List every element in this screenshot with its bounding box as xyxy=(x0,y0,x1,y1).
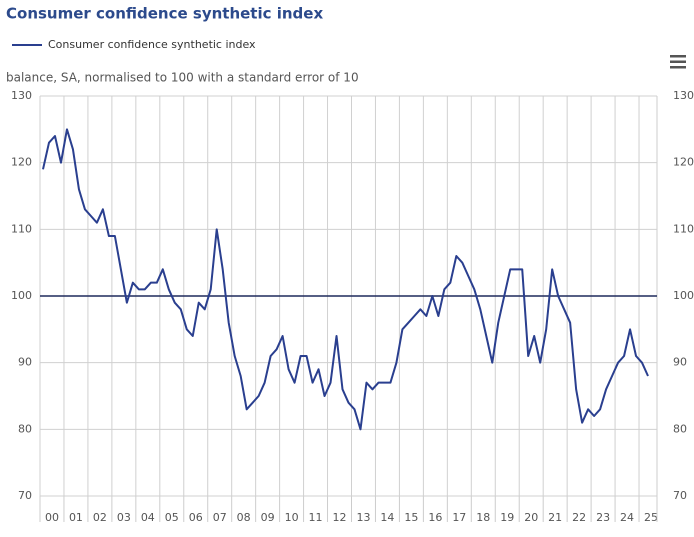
x-tick-label: 20 xyxy=(524,511,538,524)
y-tick-label-right: 100 xyxy=(673,289,694,302)
x-tick-label: 23 xyxy=(596,511,610,524)
y-tick-label: 100 xyxy=(11,289,32,302)
y-tick-label-right: 130 xyxy=(673,89,694,102)
menu-icon[interactable] xyxy=(670,55,686,69)
x-tick-label: 11 xyxy=(309,511,323,524)
y-tick-label: 70 xyxy=(18,489,32,502)
x-tick-label: 25 xyxy=(644,511,658,524)
x-tick-label: 08 xyxy=(237,511,251,524)
x-tick-label: 05 xyxy=(165,511,179,524)
x-tick-label: 00 xyxy=(45,511,59,524)
legend-label: Consumer confidence synthetic index xyxy=(48,38,256,51)
x-tick-label: 15 xyxy=(404,511,418,524)
y-tick-label-right: 120 xyxy=(673,156,694,169)
y-tick-label: 130 xyxy=(11,89,32,102)
chart-title: Consumer confidence synthetic index xyxy=(6,5,323,23)
x-tick-label: 22 xyxy=(572,511,586,524)
x-tick-label: 07 xyxy=(213,511,227,524)
x-tick-label: 21 xyxy=(548,511,562,524)
x-tick-label: 14 xyxy=(380,511,394,524)
x-tick-label: 13 xyxy=(356,511,370,524)
y-tick-label-right: 90 xyxy=(673,356,687,369)
x-tick-label: 02 xyxy=(93,511,107,524)
y-tick-label: 90 xyxy=(18,356,32,369)
y-tick-label: 110 xyxy=(11,222,32,235)
x-tick-label: 17 xyxy=(452,511,466,524)
x-tick-label: 19 xyxy=(500,511,514,524)
y-tick-label-right: 70 xyxy=(673,489,687,502)
y-tick-label: 120 xyxy=(11,156,32,169)
x-tick-label: 24 xyxy=(620,511,634,524)
x-tick-label: 10 xyxy=(285,511,299,524)
x-tick-label: 06 xyxy=(189,511,203,524)
x-tick-label: 09 xyxy=(261,511,275,524)
x-tick-label: 03 xyxy=(117,511,131,524)
chart-subtitle: balance, SA, normalised to 100 with a st… xyxy=(6,71,359,85)
x-tick-label: 12 xyxy=(333,511,347,524)
x-tick-label: 01 xyxy=(69,511,83,524)
data-line xyxy=(42,128,649,431)
x-tick-label: 18 xyxy=(476,511,490,524)
x-tick-label: 04 xyxy=(141,511,155,524)
x-tick-label: 16 xyxy=(428,511,442,524)
y-tick-label-right: 80 xyxy=(673,422,687,435)
y-tick-label-right: 110 xyxy=(673,222,694,235)
y-tick-label: 80 xyxy=(18,422,32,435)
